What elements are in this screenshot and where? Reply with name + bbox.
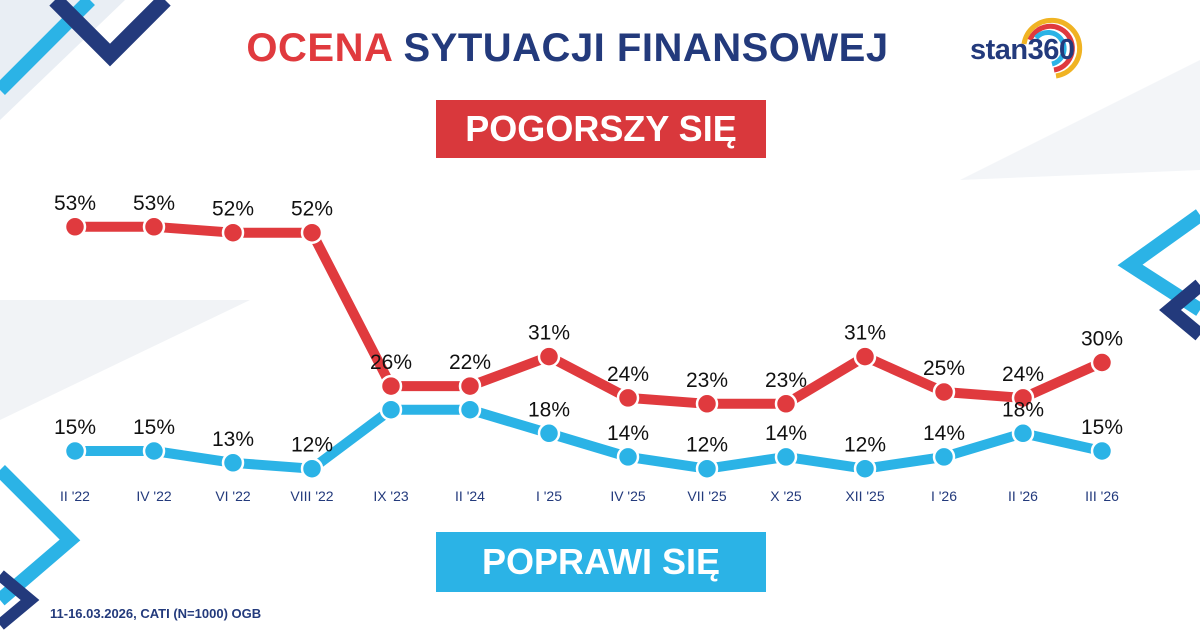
- logo-text: stan360: [970, 34, 1075, 66]
- data-label: 53%: [54, 192, 96, 215]
- footer-note: 11-16.03.2026, CATI (N=1000) OGB: [50, 606, 262, 621]
- data-point: [142, 439, 166, 463]
- x-tick-label: I '26: [931, 488, 957, 504]
- data-point: [458, 374, 482, 398]
- data-label: 15%: [54, 416, 96, 439]
- data-point: [1011, 386, 1035, 410]
- data-point: [379, 398, 403, 421]
- data-point: [853, 345, 877, 368]
- x-tick-label: IV '25: [610, 488, 646, 504]
- x-tick-label: II '22: [60, 488, 90, 504]
- data-point: [774, 445, 798, 469]
- data-label: 24%: [1002, 363, 1044, 386]
- x-tick-label: X '25: [770, 488, 802, 504]
- data-point: [932, 380, 956, 404]
- data-point: [221, 451, 245, 475]
- data-label: 12%: [291, 434, 333, 457]
- stan360-logo: stan360: [966, 12, 1098, 88]
- data-label: 26%: [370, 351, 412, 374]
- data-label: 53%: [133, 192, 175, 215]
- x-tick-label: I '25: [536, 488, 562, 504]
- data-point: [616, 386, 640, 410]
- data-label: 13%: [212, 428, 254, 451]
- data-point: [458, 398, 482, 421]
- data-point: [774, 392, 798, 416]
- data-label: 25%: [923, 357, 965, 380]
- data-point: [537, 345, 561, 368]
- better-label-badge: POPRAWI SIĘ: [436, 532, 766, 592]
- data-label: 14%: [607, 422, 649, 445]
- data-point: [1090, 351, 1114, 374]
- data-label: 31%: [844, 322, 886, 345]
- data-point: [221, 221, 245, 244]
- data-point: [932, 445, 956, 469]
- x-tick-label: II '26: [1008, 488, 1038, 504]
- data-label: 52%: [212, 198, 254, 221]
- data-point: [853, 457, 877, 480]
- data-point: [63, 215, 87, 239]
- data-label: 18%: [1002, 398, 1044, 421]
- data-label: 12%: [686, 434, 728, 457]
- x-tick-label: VIII '22: [290, 488, 333, 504]
- data-label: 24%: [607, 363, 649, 386]
- data-point: [1090, 439, 1114, 463]
- x-tick-label: IX '23: [373, 488, 409, 504]
- data-label: 15%: [133, 416, 175, 439]
- data-label: 14%: [923, 422, 965, 445]
- x-tick-label: VII '25: [687, 488, 726, 504]
- data-label: 52%: [291, 198, 333, 221]
- x-tick-label: XII '25: [845, 488, 884, 504]
- data-label: 14%: [765, 422, 807, 445]
- x-tick-label: VI '22: [215, 488, 251, 504]
- x-tick-label: II '24: [455, 488, 485, 504]
- data-point: [379, 374, 403, 398]
- data-label: 12%: [844, 434, 886, 457]
- data-point: [695, 457, 719, 480]
- data-point: [142, 215, 166, 239]
- data-point: [537, 422, 561, 445]
- data-point: [300, 221, 324, 244]
- data-label: 22%: [449, 351, 491, 374]
- title-part-2: SYTUACJI FINANSOWEJ: [403, 26, 889, 70]
- x-tick-label: III '26: [1085, 488, 1119, 504]
- page-title: OCENA SYTUACJI FINANSOWEJ: [0, 26, 1135, 71]
- data-label: 23%: [686, 369, 728, 392]
- data-label: 23%: [765, 369, 807, 392]
- data-label: 31%: [528, 322, 570, 345]
- data-label: 30%: [1081, 328, 1123, 351]
- series-line-0: [70, 221, 1107, 409]
- data-point: [695, 392, 719, 416]
- data-point: [63, 439, 87, 463]
- data-point: [616, 445, 640, 469]
- title-part-1: OCENA: [246, 26, 392, 70]
- data-point: [300, 457, 324, 480]
- data-label: 15%: [1081, 416, 1123, 439]
- series-line-1: [70, 404, 1107, 474]
- data-point: [1011, 422, 1035, 445]
- worse-label-badge: POGORSZY SIĘ: [436, 100, 766, 158]
- data-label: 18%: [528, 398, 570, 421]
- x-tick-label: IV '22: [136, 488, 172, 504]
- logo-rings-icon: [1021, 17, 1083, 79]
